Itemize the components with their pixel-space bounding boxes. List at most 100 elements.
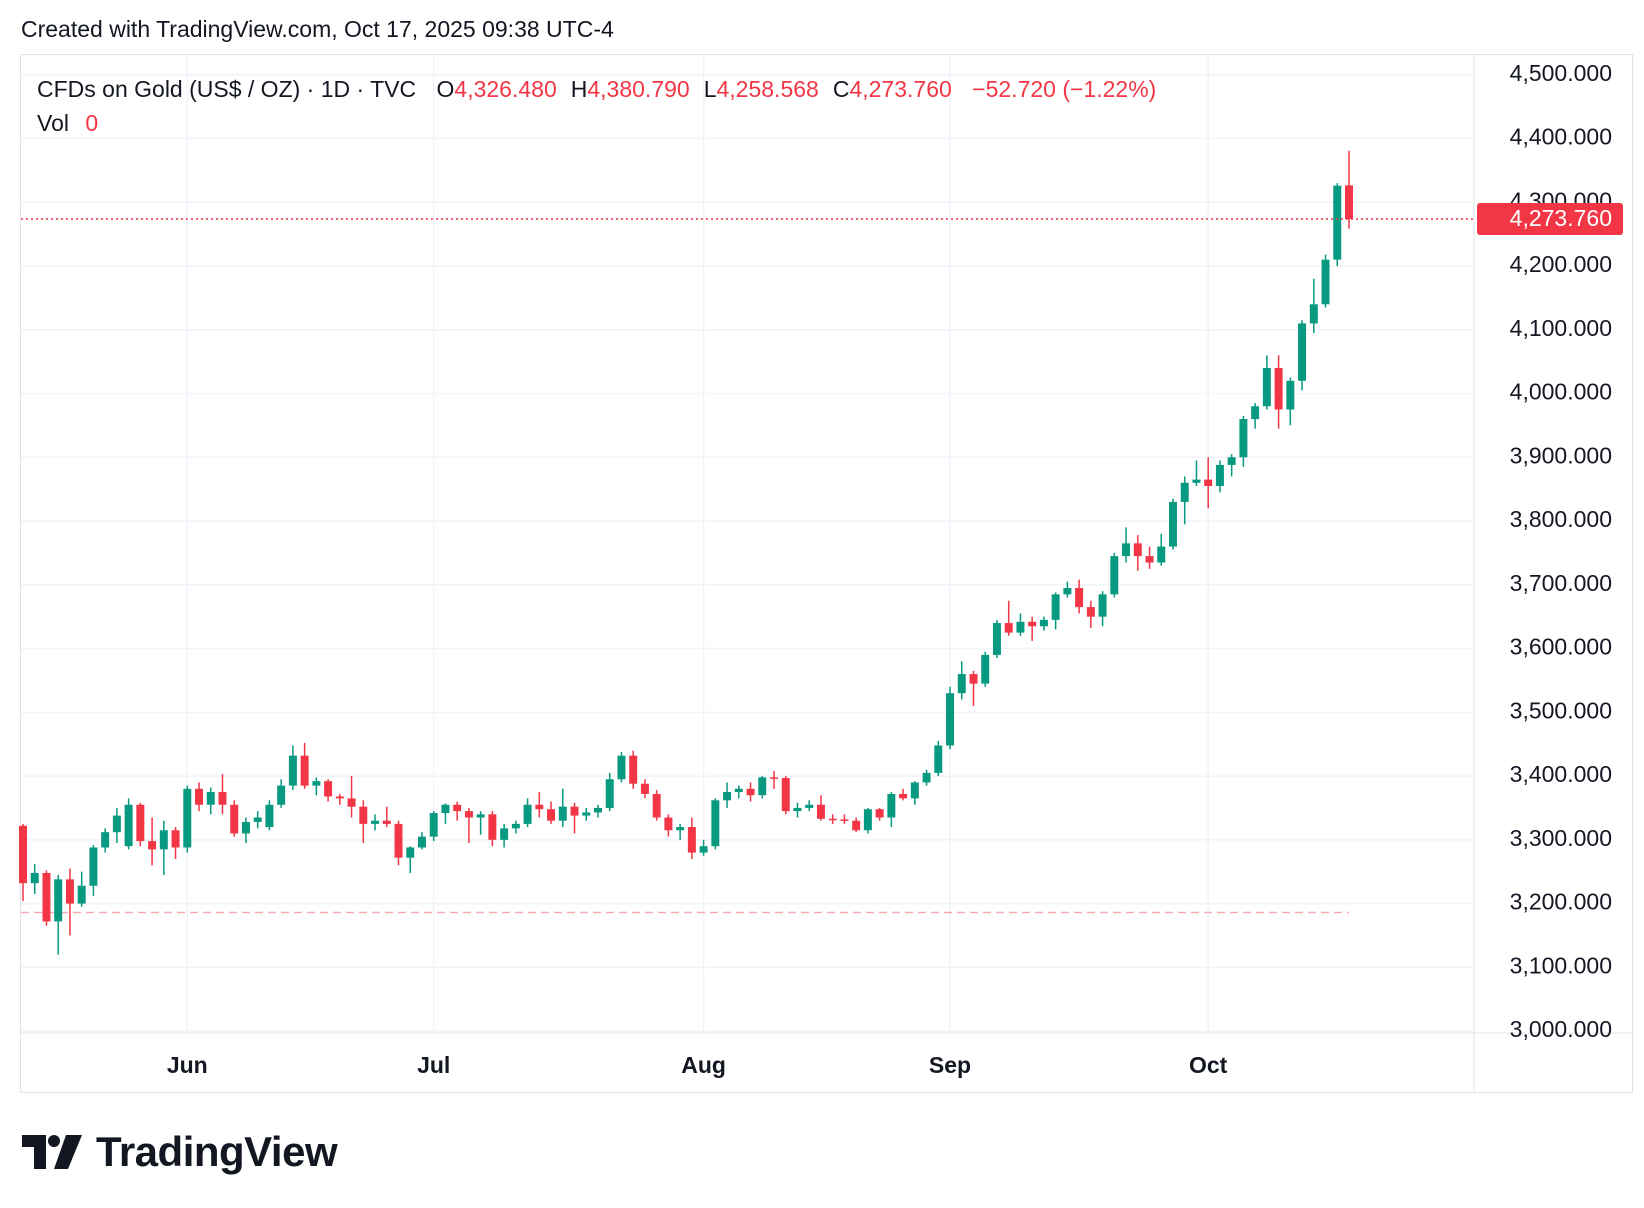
candle-body — [441, 804, 450, 814]
candle-body — [1215, 464, 1224, 486]
candle-body — [922, 772, 931, 783]
x-tick-label: Oct — [1189, 1052, 1228, 1078]
x-tick-label: Aug — [681, 1052, 726, 1078]
candle-body — [1286, 380, 1295, 410]
candle-body — [746, 788, 755, 796]
candle-body — [981, 654, 990, 684]
chart-frame — [20, 54, 1633, 1093]
y-tick-label: 3,500.000 — [1510, 697, 1612, 723]
candle-body — [1086, 607, 1095, 617]
candle-body — [476, 814, 485, 818]
candle-body — [793, 807, 802, 812]
ohlc-key: L — [703, 76, 717, 102]
candle-body — [594, 807, 602, 813]
candle-body — [230, 804, 239, 834]
candle-body — [957, 674, 966, 694]
candle-body — [1145, 556, 1154, 563]
candle-body — [770, 777, 778, 779]
candle-body — [1274, 368, 1283, 410]
candle-body — [816, 804, 825, 819]
candle-body — [1180, 482, 1189, 502]
candle-body — [1321, 259, 1330, 305]
candle-body — [1192, 479, 1201, 483]
candle-body — [288, 755, 297, 786]
candle-body — [605, 779, 614, 808]
candle-body — [124, 804, 133, 847]
volume-row: Vol 0 — [37, 106, 1156, 140]
logo: TradingView — [22, 1128, 338, 1176]
candle-body — [253, 817, 262, 822]
candle-body — [218, 792, 227, 805]
candle-body — [112, 815, 121, 833]
candle-body — [910, 782, 919, 799]
y-tick-label: 4,400.000 — [1510, 124, 1612, 150]
candle-body — [500, 828, 509, 840]
candle-body — [1204, 479, 1213, 486]
candle-body — [828, 818, 837, 821]
y-tick-label: 4,000.000 — [1510, 379, 1612, 405]
legend-row: CFDs on Gold (US$ / OZ) · 1D · TVC O4,32… — [37, 72, 1156, 106]
candle-body — [1239, 419, 1248, 458]
ohlc-key: O — [436, 76, 455, 102]
candle-body — [1075, 587, 1084, 608]
candle-body — [617, 755, 626, 780]
candle-body — [758, 777, 767, 796]
ohlc-value: 4,273.760 — [849, 76, 952, 102]
candle-body — [312, 781, 321, 786]
candle-body — [488, 814, 497, 840]
candle-body — [840, 819, 849, 821]
candle-body — [89, 847, 98, 886]
candle-body — [65, 879, 74, 904]
candle-body — [136, 804, 145, 842]
ohlc-value: 4,258.568 — [716, 76, 819, 102]
candle-body — [1110, 556, 1119, 595]
candle-body — [676, 827, 685, 831]
symbol: CFDs on Gold (US$ / OZ) · 1D · TVC — [37, 76, 417, 102]
candle-body — [101, 832, 110, 848]
candle-body — [558, 806, 567, 821]
ohlc-value: 4,380.790 — [587, 76, 690, 102]
candle-body — [1227, 457, 1236, 465]
ohlc-value: 4,326.480 — [454, 76, 557, 102]
candle-body — [347, 798, 356, 807]
candles — [19, 150, 1474, 955]
y-tick-label: 3,700.000 — [1510, 570, 1612, 596]
candle-body — [206, 792, 215, 805]
candle-body — [570, 806, 579, 816]
y-tick-label: 4,200.000 — [1510, 251, 1612, 277]
candle-body — [664, 817, 673, 831]
change: −52.720 (−1.22%) — [972, 76, 1157, 102]
candle-body — [417, 836, 426, 848]
y-tick-label: 3,000.000 — [1510, 1016, 1612, 1042]
candle-body — [453, 804, 462, 812]
candle-body — [699, 846, 708, 853]
last-price-label: 4,273.760 — [1510, 205, 1612, 231]
candle-body — [523, 804, 532, 824]
candle-body — [887, 793, 896, 818]
candle-body — [394, 823, 403, 858]
candle-body — [159, 830, 168, 850]
candle-body — [1251, 406, 1260, 420]
candle-body — [969, 674, 978, 684]
candle-body — [805, 804, 814, 808]
y-tick-label: 3,800.000 — [1510, 506, 1612, 532]
y-tick-label: 3,100.000 — [1510, 952, 1612, 978]
candle-body — [1004, 623, 1013, 633]
candle-body — [946, 693, 955, 746]
candle-body — [148, 841, 157, 850]
candle-body — [1098, 594, 1107, 617]
candle-body — [899, 793, 908, 799]
candle-body — [300, 755, 309, 786]
candle-body — [547, 809, 556, 821]
created-note: Created with TradingView.com, Oct 17, 20… — [21, 16, 614, 42]
candle-body — [1133, 543, 1142, 557]
candle-body — [781, 777, 790, 812]
y-tick-label: 4,100.000 — [1510, 315, 1612, 341]
y-tick-label: 4,500.000 — [1510, 60, 1612, 86]
candle-body — [1122, 543, 1131, 557]
candle-body — [734, 788, 743, 793]
candle-body — [382, 820, 391, 824]
candle-body — [723, 792, 732, 801]
candle-body — [934, 745, 943, 773]
